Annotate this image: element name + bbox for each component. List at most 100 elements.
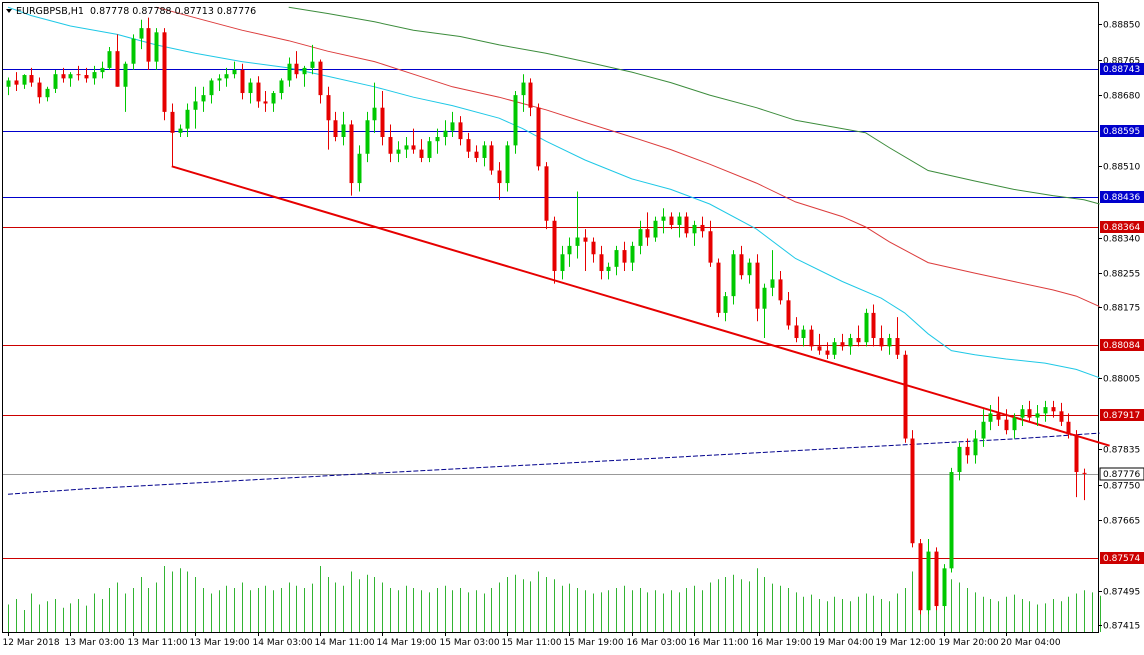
candle-body	[154, 32, 159, 62]
x-tick-label: 14 Mar 03:00	[253, 638, 313, 648]
level-tag-bg	[1100, 191, 1144, 203]
candle-body	[1004, 419, 1009, 431]
x-tick-label: 16 Mar 03:00	[627, 638, 687, 648]
candle	[552, 216, 557, 284]
candle-body	[949, 472, 954, 569]
candle	[271, 90, 276, 112]
candle	[146, 17, 151, 71]
candle	[965, 438, 970, 464]
candle-body	[372, 107, 377, 121]
candle-body	[887, 338, 892, 347]
y-tick-label: 0.87665	[1103, 517, 1140, 527]
candle-body	[622, 250, 627, 263]
candle-body	[6, 80, 11, 87]
candle	[770, 250, 775, 297]
x-tick-label: 19 Mar 20:00	[939, 638, 999, 648]
candle	[606, 262, 611, 280]
y-tick-label: 0.87415	[1103, 622, 1140, 632]
candle-body	[209, 80, 214, 96]
candle-body	[76, 74, 81, 76]
candle-body	[178, 128, 183, 133]
candle	[934, 547, 939, 611]
candle	[1035, 405, 1040, 426]
candle-body	[536, 107, 541, 167]
level-tag-label: 0.87574	[1103, 554, 1140, 564]
candle-body	[755, 262, 760, 309]
candle-body	[326, 95, 331, 121]
candle-body	[61, 74, 66, 79]
candle	[497, 162, 502, 200]
candle-body	[380, 107, 385, 138]
candle-body	[1051, 407, 1056, 412]
candle-body	[747, 262, 752, 276]
candle	[170, 103, 175, 167]
candle-body	[302, 67, 307, 75]
candle	[528, 78, 533, 117]
candle-body	[903, 354, 908, 439]
candle-body	[287, 63, 292, 81]
candle-body	[871, 312, 876, 339]
candle	[653, 216, 658, 242]
candle-body	[450, 122, 455, 131]
candle	[614, 245, 619, 276]
candle	[949, 467, 954, 573]
candle-body	[131, 38, 136, 64]
candle	[29, 67, 34, 87]
candle	[6, 77, 11, 96]
candle-body	[700, 224, 705, 232]
candle-body	[965, 446, 970, 456]
candle-body	[435, 137, 440, 142]
candle-body	[575, 237, 580, 246]
candle-body	[684, 216, 689, 234]
candle	[887, 333, 892, 355]
candle	[942, 564, 947, 611]
candle-body	[638, 229, 643, 246]
candle-body	[910, 438, 915, 544]
candle-body	[661, 216, 666, 221]
candle	[1027, 400, 1032, 422]
current-price-tag-bg	[1099, 467, 1144, 481]
candle-body	[107, 51, 112, 68]
candle-body	[294, 63, 299, 75]
candle	[817, 333, 822, 355]
candle	[622, 241, 627, 272]
candle	[357, 145, 362, 192]
candle	[630, 241, 635, 272]
candle-body	[53, 74, 58, 89]
candle-body	[29, 75, 34, 83]
candle	[692, 220, 697, 246]
candle	[294, 51, 299, 79]
candle-body	[934, 551, 939, 607]
candle	[365, 111, 370, 163]
candle-body	[606, 266, 611, 272]
candle-body	[419, 149, 424, 158]
candle	[256, 76, 261, 108]
level-tag-label: 0.88364	[1103, 223, 1140, 233]
candle-body	[942, 568, 947, 607]
y-tick-label: 0.88850	[1103, 21, 1140, 31]
candle	[513, 90, 518, 154]
y-tick-label: 0.88510	[1103, 163, 1140, 173]
candle	[224, 67, 229, 87]
candle-body	[396, 149, 401, 154]
candle	[100, 61, 105, 79]
candle	[645, 212, 650, 246]
dropdown-triangle-icon[interactable]	[6, 9, 12, 13]
candle	[201, 86, 206, 112]
candle-body	[723, 296, 728, 313]
candle	[22, 74, 27, 89]
candle	[700, 216, 705, 238]
candle-body	[1074, 434, 1079, 473]
candle-body	[193, 101, 198, 110]
candle	[326, 86, 331, 150]
candle	[302, 65, 307, 87]
level-tag-bg	[1100, 339, 1144, 351]
candle	[716, 258, 721, 318]
candle	[1012, 413, 1017, 439]
y-tick-label: 0.87750	[1103, 482, 1140, 492]
candle-body	[1082, 472, 1087, 474]
candle-body	[474, 151, 479, 158]
level-tag-label: 0.88436	[1103, 193, 1140, 203]
candle-body	[341, 124, 346, 138]
candle	[349, 120, 354, 196]
